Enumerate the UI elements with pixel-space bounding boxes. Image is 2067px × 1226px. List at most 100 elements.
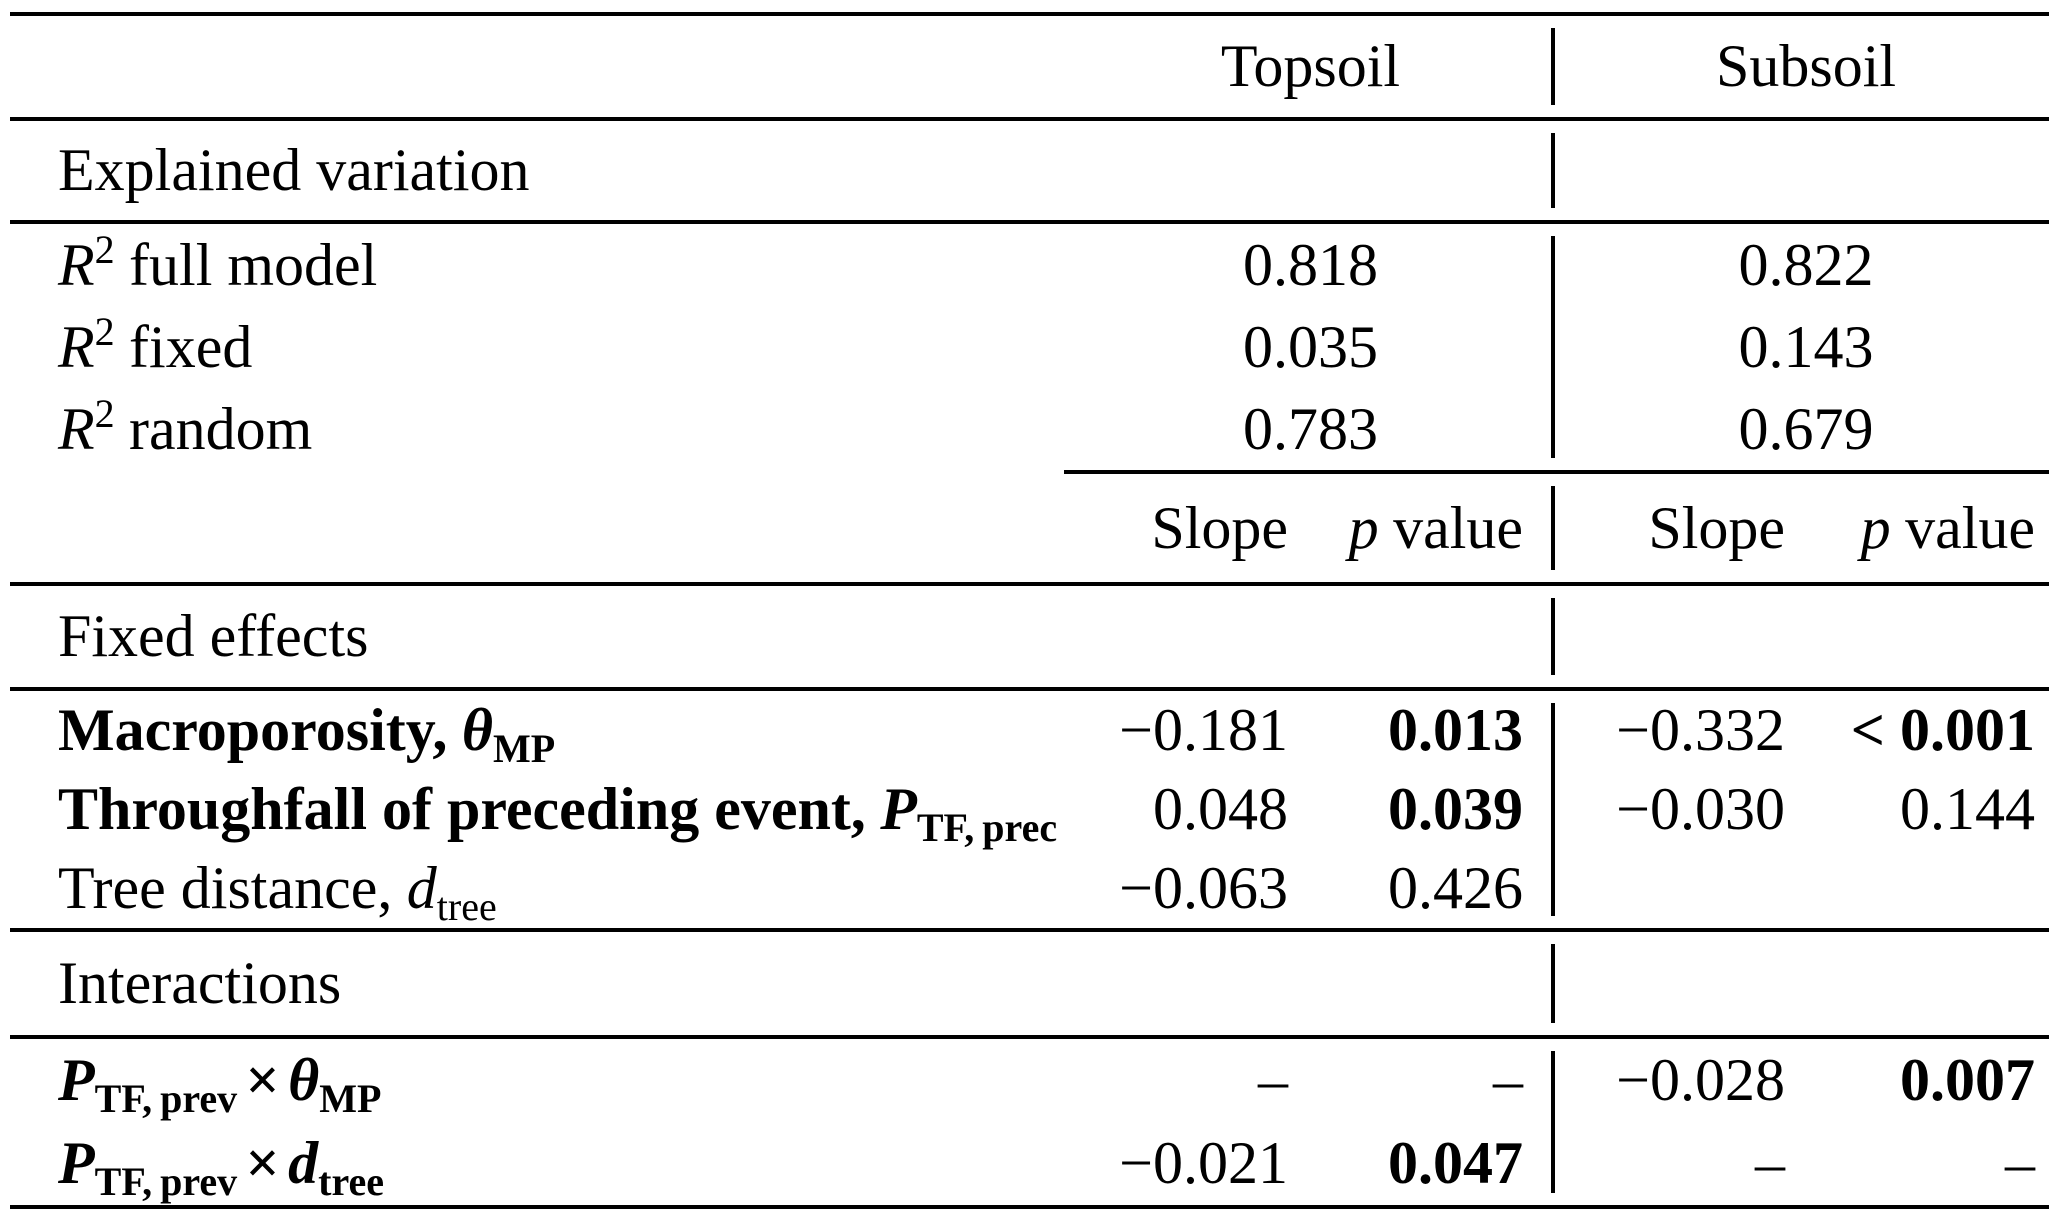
slope-subsoil-value: – bbox=[1755, 1130, 1785, 1196]
slope-header-subsoil: Slope bbox=[1648, 495, 1785, 561]
rule-below-explained-title bbox=[10, 220, 2049, 224]
superscript: 2 bbox=[94, 227, 115, 272]
row-label-text: full model bbox=[129, 232, 378, 298]
pvalue-subsoil-value bbox=[1785, 849, 2035, 934]
pvalue-header-topsoil: p value bbox=[1288, 474, 1523, 582]
subsoil-group-header: Subsoil bbox=[1715, 33, 1897, 99]
table-row: Topsoil Subsoil bbox=[0, 16, 2067, 117]
row-label-text: fixed bbox=[129, 314, 253, 380]
bottom-rule bbox=[10, 1205, 2049, 1209]
r2-topsoil-value: 0.818 bbox=[1243, 232, 1378, 298]
slope-subsoil-value: −0.028 bbox=[1616, 1047, 1785, 1113]
table-row: Fixed effects bbox=[0, 586, 2067, 687]
topsoil-group-header: Topsoil bbox=[1220, 33, 1401, 99]
subscript: MP bbox=[492, 726, 556, 771]
rule-below-measure-header bbox=[10, 582, 2049, 586]
section-title: Interactions bbox=[58, 950, 342, 1016]
r-symbol: R bbox=[58, 396, 95, 462]
measure-header-band: Slope p value Slope p value bbox=[0, 474, 2067, 582]
slope-subsoil-value bbox=[1553, 849, 1785, 934]
column-divider bbox=[1551, 944, 1555, 1023]
r-symbol: R bbox=[58, 232, 95, 298]
row-label-macroporosity: Macroporosity, θMP bbox=[0, 691, 1058, 776]
pvalue-header-subsoil: p value bbox=[1785, 474, 2035, 582]
subscript: tree bbox=[318, 1159, 384, 1204]
d-symbol: d bbox=[406, 855, 437, 921]
multiplication-sign: × bbox=[245, 1047, 280, 1113]
row-label: R2 random bbox=[0, 388, 1058, 477]
theta-symbol: θ bbox=[288, 1047, 320, 1113]
slope-topsoil-value: −0.021 bbox=[1119, 1130, 1288, 1196]
row-label: R2 full model bbox=[0, 224, 1058, 313]
p-symbol: p bbox=[1348, 495, 1379, 561]
p-symbol: p bbox=[1860, 495, 1891, 561]
table-row: Tree distance, dtree −0.063 0.426 bbox=[0, 849, 2067, 929]
rule-below-interactions-title bbox=[10, 1035, 2049, 1039]
section-title: Fixed effects bbox=[58, 603, 369, 669]
fixed-effects-section-band: Fixed effects bbox=[0, 586, 2067, 687]
row-label-tree-distance: Tree distance, dtree bbox=[0, 849, 1058, 934]
r2-values-band: R2 full model 0.818 0.822 R2 fixed 0.035 0… bbox=[0, 224, 2067, 470]
table-row: PTF, prev × dtree −0.021 0.047 – – bbox=[0, 1122, 2067, 1205]
column-divider bbox=[1551, 486, 1555, 570]
interactions-section-band: Interactions bbox=[0, 932, 2067, 1035]
value-word: value bbox=[1905, 495, 2035, 561]
r2-topsoil-value: 0.035 bbox=[1243, 314, 1378, 380]
r-symbol: R bbox=[58, 314, 95, 380]
rule-below-group-header bbox=[10, 117, 2049, 121]
empty-cell bbox=[0, 474, 1058, 582]
table-row: Throughfall of preceding event, PTF, prec… bbox=[0, 770, 2067, 850]
r2-subsoil-value: 0.143 bbox=[1738, 314, 1874, 380]
subscript: TF, prev bbox=[94, 1076, 238, 1121]
slope-subsoil-value: −0.030 bbox=[1616, 776, 1785, 842]
slope-subsoil-value: −0.332 bbox=[1616, 697, 1785, 763]
section-title: Explained variation bbox=[58, 137, 530, 203]
table-row: PTF, prev × θMP – – −0.028 0.007 bbox=[0, 1039, 2067, 1122]
pvalue-topsoil-value: – bbox=[1493, 1047, 1523, 1113]
column-divider bbox=[1551, 598, 1555, 675]
subscript: TF, prev bbox=[94, 1159, 238, 1204]
theta-symbol: θ bbox=[461, 697, 493, 763]
superscript: 2 bbox=[94, 391, 115, 436]
table-row: Slope p value Slope p value bbox=[0, 474, 2067, 582]
table-row: R2 fixed 0.035 0.143 bbox=[0, 306, 2067, 388]
value-word: value bbox=[1393, 495, 1523, 561]
slope-topsoil-value: 0.048 bbox=[1153, 776, 1288, 842]
table-row: R2 random 0.783 0.679 bbox=[0, 388, 2067, 470]
p-symbol: P bbox=[58, 1130, 95, 1196]
subscript: MP bbox=[319, 1076, 382, 1121]
column-divider bbox=[1551, 28, 1555, 105]
explained-variation-section-band: Explained variation bbox=[0, 121, 2067, 220]
rule-above-interactions-title bbox=[10, 928, 2049, 932]
column-divider bbox=[1551, 133, 1555, 208]
table-row: Macroporosity, θMP −0.181 0.013 −0.332 < … bbox=[0, 691, 2067, 771]
row-label-text: Macroporosity, bbox=[58, 697, 448, 763]
top-rule bbox=[10, 12, 2049, 16]
slope-topsoil-value: −0.181 bbox=[1119, 697, 1288, 763]
row-label-text: Tree distance, bbox=[58, 855, 393, 921]
r2-subsoil-value: 0.822 bbox=[1738, 232, 1874, 298]
p-symbol: P bbox=[880, 776, 917, 842]
row-label-throughfall: Throughfall of preceding event, PTF, prec bbox=[0, 770, 1058, 855]
d-symbol: d bbox=[288, 1130, 319, 1196]
p-symbol: P bbox=[58, 1047, 95, 1113]
pvalue-topsoil-value: 0.039 bbox=[1388, 776, 1523, 842]
slope-topsoil-value: – bbox=[1258, 1047, 1288, 1113]
pvalue-topsoil-value: 0.013 bbox=[1388, 697, 1523, 763]
pvalue-subsoil-value: – bbox=[2005, 1130, 2035, 1196]
superscript: 2 bbox=[94, 309, 115, 354]
table-row: Explained variation bbox=[0, 121, 2067, 220]
r2-subsoil-value: 0.679 bbox=[1738, 396, 1874, 462]
slope-header-topsoil: Slope bbox=[1151, 495, 1288, 561]
row-label-ptf-x-theta: PTF, prev × θMP bbox=[0, 1039, 1058, 1128]
rule-below-fixed-title bbox=[10, 687, 2049, 691]
pvalue-topsoil-value: 0.047 bbox=[1388, 1130, 1523, 1196]
interactions-rows-band: PTF, prev × θMP – – −0.028 0.007 PTF, prev… bbox=[0, 1039, 2067, 1205]
subscript: tree bbox=[436, 884, 497, 929]
multiplication-sign: × bbox=[245, 1130, 280, 1196]
fixed-effects-rows-band: Macroporosity, θMP −0.181 0.013 −0.332 < … bbox=[0, 691, 2067, 929]
slope-topsoil-value: −0.063 bbox=[1119, 855, 1288, 921]
table-row: Interactions bbox=[0, 932, 2067, 1035]
empty-cell bbox=[0, 16, 1058, 117]
